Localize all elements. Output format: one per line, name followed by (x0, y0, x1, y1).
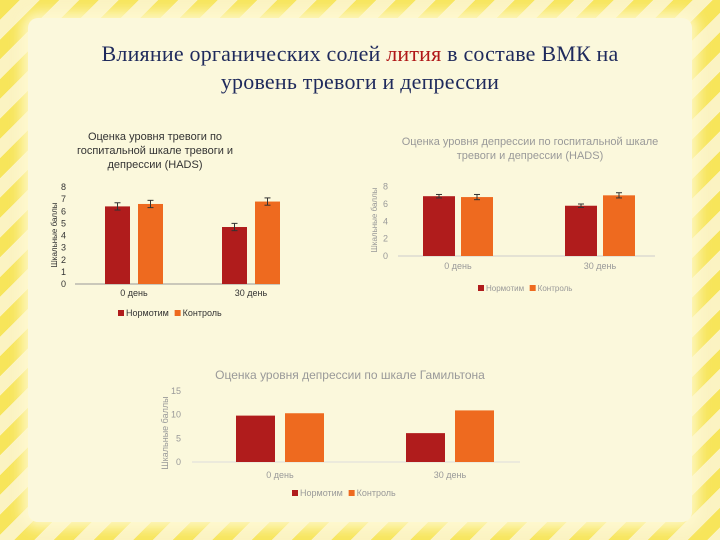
y-tick-label: 2 (383, 234, 388, 244)
chart1-title-line: госпитальной шкале тревоги и (76, 145, 234, 157)
y-axis-label: Шкальные баллы (160, 396, 170, 469)
chart1-title-line: Оценка уровня тревоги по (87, 131, 223, 143)
legend-label: Контроль (538, 284, 573, 293)
title-line2: уровень тревоги и депрессии (220, 69, 500, 94)
title-highlight: лития (386, 41, 442, 66)
legend-label: Нормотим (300, 488, 343, 498)
x-category-label: 30 день (235, 288, 268, 298)
x-category-label: 0 день (444, 261, 472, 271)
bar (236, 415, 275, 462)
y-axis-label: Шкальные баллы (370, 187, 379, 252)
legend-swatch (174, 310, 181, 316)
chart2-title: Оценка уровня депрессии по госпитальной … (395, 135, 665, 163)
legend-swatch (348, 490, 355, 496)
bar (105, 206, 130, 284)
y-tick-label: 0 (61, 279, 66, 289)
bar (455, 410, 494, 462)
y-tick-label: 4 (383, 216, 388, 226)
y-tick-label: 8 (383, 182, 388, 192)
bar (285, 413, 324, 462)
x-category-label: 0 день (266, 470, 294, 480)
legend-label: Нормотим (486, 284, 524, 293)
chart3-title: Оценка уровня депрессии по шкале Гамильт… (170, 368, 530, 382)
bar (565, 205, 597, 256)
legend-swatch (118, 310, 124, 316)
legend-label: Нормотим (126, 308, 169, 318)
legend-label: Контроль (183, 308, 222, 318)
bar (138, 203, 163, 284)
y-tick-label: 10 (171, 410, 181, 420)
legend-swatch (529, 285, 536, 291)
y-axis-label: Шкальные баллы (50, 202, 59, 267)
y-tick-label: 15 (171, 386, 181, 396)
bar (222, 227, 247, 284)
legend-swatch (478, 285, 484, 291)
y-tick-label: 2 (61, 255, 66, 265)
y-tick-label: 6 (61, 206, 66, 216)
title-line1-start: Влияние органических солей (101, 41, 387, 66)
chart1-title-line: депрессии (HADS) (107, 159, 203, 171)
chart1-title: Оценка уровня тревоги по госпитальной шк… (55, 130, 255, 172)
legend-label: Контроль (357, 488, 396, 498)
slide-title: Влияние органических солей лития в соста… (0, 40, 720, 96)
y-tick-label: 8 (61, 182, 66, 192)
y-tick-label: 7 (61, 194, 66, 204)
x-category-label: 30 день (584, 261, 617, 271)
bar (255, 201, 280, 284)
chart3-title-line: Оценка уровня депрессии по шкале Гамильт… (215, 368, 485, 382)
x-category-label: 30 день (434, 470, 467, 480)
chart2-title-line: Оценка уровня депрессии по госпитальной … (401, 136, 659, 148)
bar (461, 197, 493, 256)
legend-swatch (292, 490, 298, 496)
chart2-title-line: тревоги и депрессии (HADS) (456, 150, 604, 162)
y-tick-label: 4 (61, 231, 66, 241)
y-tick-label: 0 (176, 457, 181, 467)
title-line1-end: в составе ВМК на (441, 41, 619, 66)
y-tick-label: 6 (383, 199, 388, 209)
y-tick-label: 5 (61, 218, 66, 228)
y-tick-label: 0 (383, 251, 388, 261)
x-category-label: 0 день (120, 288, 148, 298)
y-tick-label: 5 (176, 433, 181, 443)
y-tick-label: 1 (61, 267, 66, 277)
bar (423, 196, 455, 256)
bar (406, 433, 445, 462)
y-tick-label: 3 (61, 243, 66, 253)
bar (603, 195, 635, 256)
